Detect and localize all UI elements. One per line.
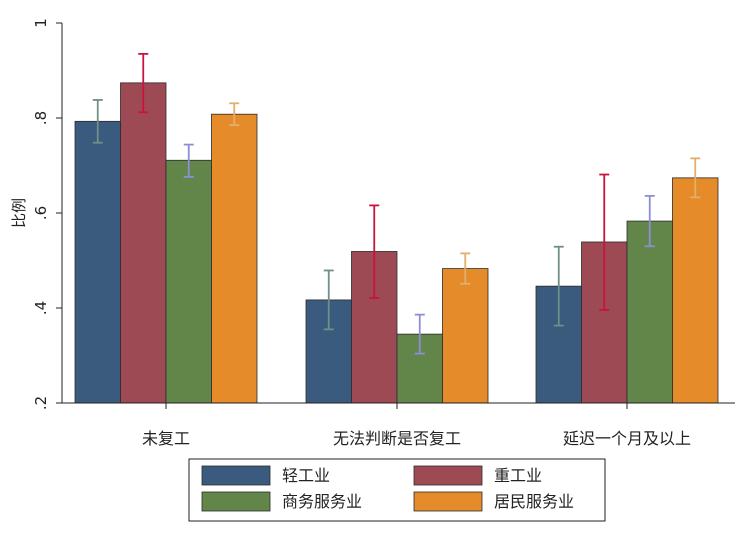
- bar: [672, 177, 719, 404]
- y-tick-label: .6: [32, 206, 50, 220]
- legend-swatch: [413, 491, 483, 512]
- bar: [626, 220, 673, 404]
- bar: [120, 82, 167, 404]
- error-bar: [599, 173, 610, 311]
- legend-item: 轻工业: [201, 465, 330, 486]
- error-bar: [460, 252, 471, 285]
- y-tick-label: .4: [32, 301, 50, 315]
- legend-label: 重工业: [494, 466, 542, 485]
- error-bars: [92, 52, 701, 355]
- error-bar: [690, 157, 701, 199]
- x-tick-label: 延迟一个月及以上: [563, 429, 691, 448]
- error-bar: [369, 204, 380, 299]
- legend-label: 轻工业: [282, 466, 330, 485]
- error-bar: [553, 245, 564, 327]
- legend-item: 商务服务业: [201, 491, 362, 512]
- x-tick-label: 无法判断是否复工: [333, 429, 461, 448]
- y-tick-label: .2: [32, 396, 50, 410]
- legend-swatch: [413, 465, 483, 486]
- error-bar: [644, 194, 655, 248]
- error-bar: [323, 269, 334, 331]
- bar: [211, 113, 258, 404]
- legend-label: 居民服务业: [494, 492, 574, 511]
- bars: [74, 82, 719, 404]
- legend-item: 重工业: [413, 465, 542, 486]
- error-bar: [92, 99, 103, 144]
- bar: [165, 159, 212, 404]
- bar: [442, 268, 489, 404]
- error-bar: [183, 143, 194, 178]
- bar: [74, 120, 121, 404]
- x-tick-label: 未复工: [142, 429, 190, 448]
- y-axis-title: 比例: [10, 198, 28, 228]
- legend-swatch: [201, 491, 271, 512]
- y-tick-label: 1: [32, 18, 50, 28]
- legend-swatch: [201, 465, 271, 486]
- legend-item: 居民服务业: [413, 491, 574, 512]
- error-bar: [229, 102, 240, 127]
- y-axis: .2 .4 .6 .8 1: [32, 18, 63, 410]
- legend-label: 商务服务业: [282, 492, 362, 511]
- error-bar: [138, 52, 149, 114]
- y-tick-label: .8: [32, 111, 50, 125]
- x-axis: 未复工 无法判断是否复工 延迟一个月及以上: [62, 402, 735, 448]
- error-bar: [414, 313, 425, 355]
